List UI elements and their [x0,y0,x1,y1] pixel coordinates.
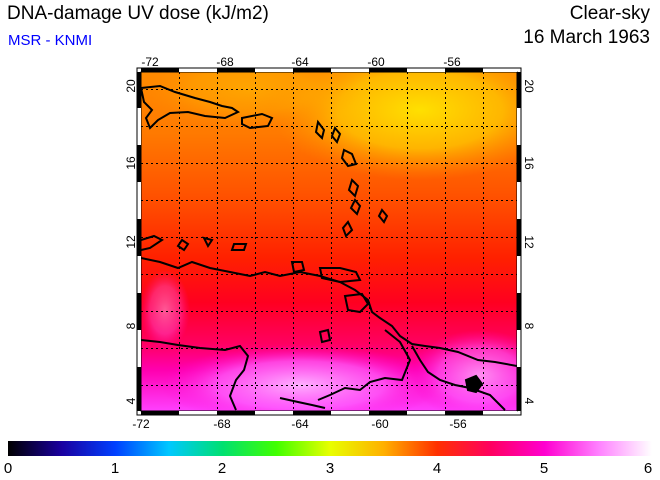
lat-tick-left: 16 [124,156,138,170]
lat-tick-right: 8 [522,323,536,330]
colorbar-label: 2 [217,460,227,477]
lat-tick-right: 4 [522,398,536,405]
lat-tick-left: 8 [124,322,138,329]
colorbar-label: 1 [110,460,120,477]
colorbar-label: 4 [432,460,442,477]
uv-field [141,72,517,411]
lat-tick-left: 12 [124,235,138,249]
lat-tick-left: 4 [124,397,138,404]
map-frame [136,67,522,416]
lon-tick-top: -68 [216,55,234,69]
lat-tick-right: 20 [522,79,536,93]
colorbar-label: 0 [3,460,13,477]
colorbar [8,441,652,456]
colorbar-gradient [8,441,652,456]
source-label: MSR - KNMI [8,32,93,49]
uv-dose-map: -72 -68 -64 -60 -56 -72 -68 -64 -60 -56 … [124,55,536,431]
colorbar-label: 6 [643,460,653,477]
date-label: 16 March 1963 [523,27,650,48]
map-title: DNA-damage UV dose (kJ/m2) [7,3,269,24]
lon-tick-top: -72 [141,55,159,69]
lat-tick-right: 16 [522,156,536,170]
coastlines [141,84,517,411]
colorbar-label: 3 [325,460,335,477]
lon-tick-top: -60 [367,55,385,69]
lon-tick-bottom: -56 [449,417,467,431]
lon-tick-bottom: -64 [291,417,309,431]
lon-tick-bottom: -60 [371,417,389,431]
lon-tick-top: -64 [291,55,309,69]
lon-tick-bottom: -68 [213,417,231,431]
lat-tick-right: 12 [522,235,536,249]
lon-tick-top: -56 [443,55,461,69]
lat-tick-left: 20 [124,79,138,93]
colorbar-label: 5 [539,460,549,477]
condition-label: Clear-sky [569,3,650,24]
lon-tick-bottom: -72 [132,417,150,431]
graticule [141,72,517,411]
